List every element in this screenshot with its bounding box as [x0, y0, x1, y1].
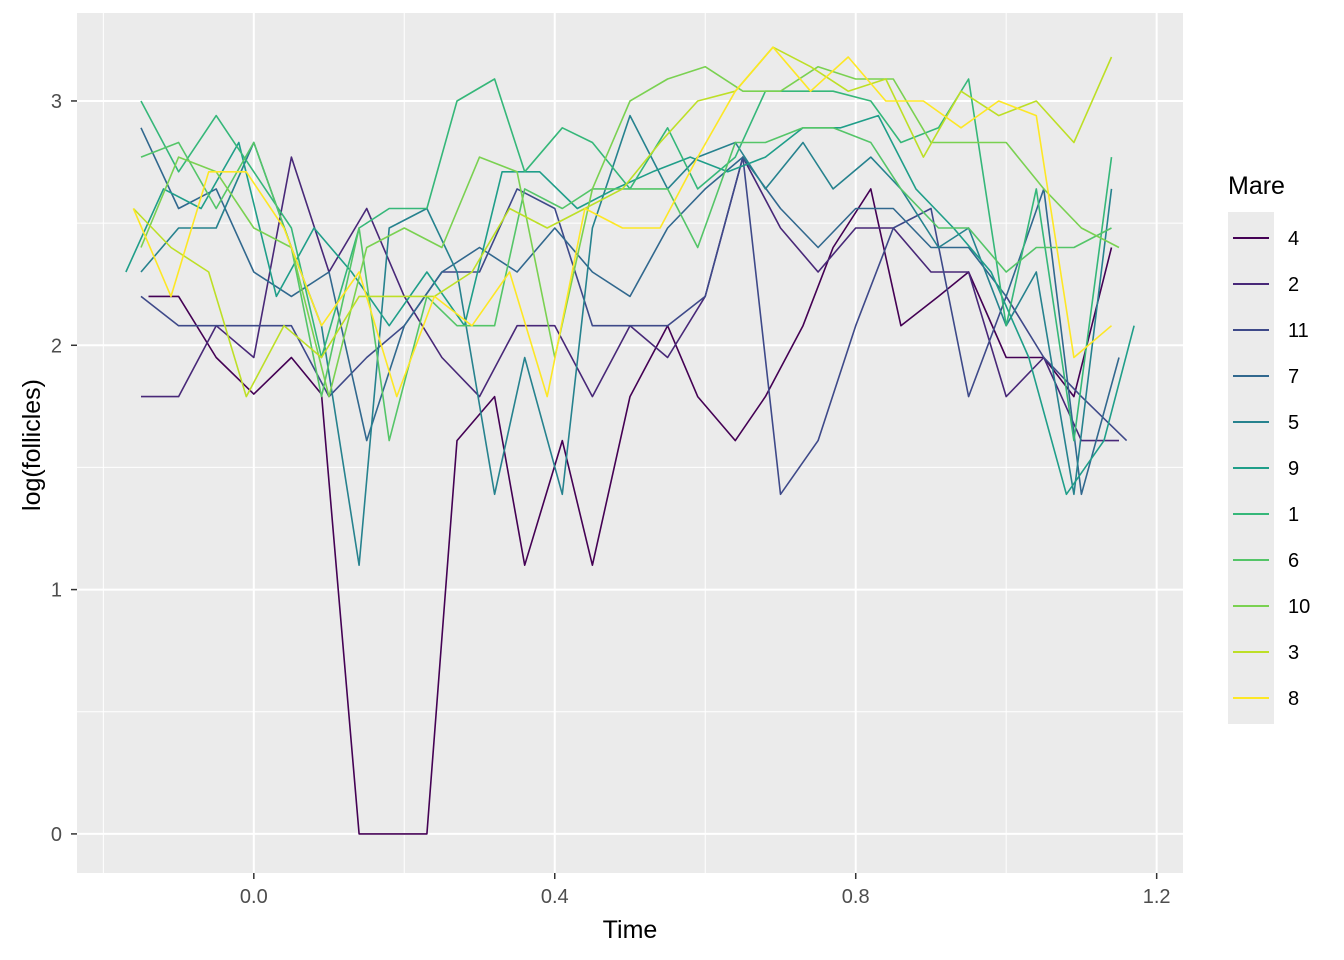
legend-label-mare-8: 8 — [1288, 688, 1299, 710]
plot-panel — [77, 13, 1183, 873]
legend-label-mare-11: 11 — [1288, 320, 1309, 342]
legend-label-mare-3: 3 — [1288, 642, 1299, 664]
series-lines — [125, 46, 1135, 835]
y-tick-label: 2 — [51, 335, 62, 357]
panel-background — [77, 13, 1183, 873]
legend-label-mare-5: 5 — [1288, 412, 1299, 434]
legend-label-mare-7: 7 — [1288, 366, 1299, 388]
y-tick-label: 1 — [51, 580, 62, 602]
legend-label-mare-9: 9 — [1288, 458, 1299, 480]
legend-label-mare-4: 4 — [1288, 228, 1299, 250]
series-line-mare-3 — [132, 46, 1113, 398]
y-tick-label: 3 — [51, 91, 62, 113]
series-line-mare-4 — [148, 188, 1113, 835]
series-line-mare-8 — [132, 46, 1113, 398]
legend-label-mare-1: 1 — [1288, 504, 1299, 526]
x-tick-label: 0.4 — [541, 886, 569, 908]
series-line-mare-11 — [140, 156, 1128, 496]
series-line-mare-7 — [140, 127, 1120, 496]
legend-label-mare-6: 6 — [1288, 550, 1299, 572]
axes: 0.0 0.4 0.8 1.2 0 1 2 3 — [51, 91, 1171, 908]
y-axis-title: log(follicles) — [18, 379, 46, 511]
x-tick-label: 0.8 — [842, 886, 870, 908]
legend-label-mare-10: 10 — [1288, 596, 1310, 618]
series-line-mare-10 — [140, 65, 1120, 398]
x-tick-label: 1.2 — [1143, 886, 1171, 908]
legend-label-mare-2: 2 — [1288, 274, 1299, 296]
x-axis-title: Time — [603, 916, 658, 944]
y-tick-label: 0 — [51, 824, 62, 846]
legend-title: Mare — [1228, 172, 1285, 200]
legend: Mare 4 2 11 7 5 9 1 6 10 3 8 — [1228, 172, 1310, 724]
x-tick-label: 0.0 — [240, 886, 268, 908]
series-line-mare-6 — [140, 127, 1112, 442]
